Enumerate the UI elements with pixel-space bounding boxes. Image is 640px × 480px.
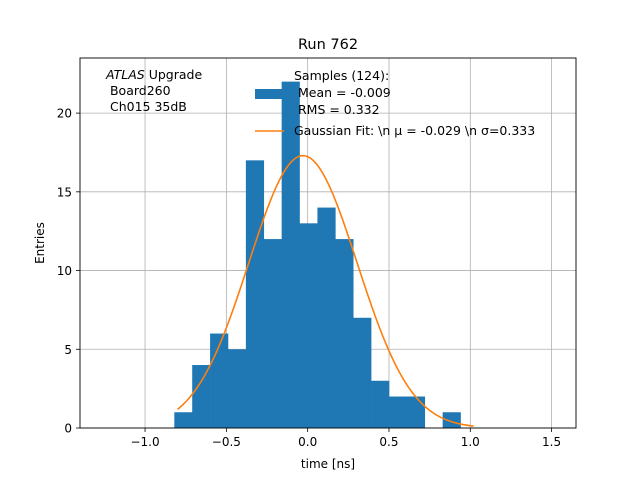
- histogram-bar: [335, 239, 354, 428]
- x-tick-label: −0.5: [212, 435, 241, 449]
- legend-samples-line-3: RMS = 0.332: [294, 102, 380, 117]
- x-tick-label: −1.0: [130, 435, 159, 449]
- legend-samples-line-2: Mean = -0.009: [294, 85, 391, 100]
- x-tick-label: 0.5: [379, 435, 398, 449]
- y-axis-label: Entries: [33, 222, 47, 264]
- histogram-bar: [353, 317, 372, 428]
- histogram-bar: [317, 207, 336, 428]
- legend-samples-line-1: Samples (124):: [294, 68, 389, 83]
- y-tick-label: 10: [57, 264, 72, 278]
- histogram-bar: [174, 412, 193, 428]
- histogram-bar: [442, 412, 461, 428]
- gaussian-fit-line: [177, 154, 474, 427]
- x-tick-label: 0.0: [298, 435, 317, 449]
- chart-title: Run 762: [298, 37, 358, 53]
- histogram-bar: [371, 380, 390, 428]
- x-tick-label: 1.0: [461, 435, 480, 449]
- histogram-bar: [263, 239, 282, 428]
- legend-samples-swatch: [255, 89, 284, 99]
- histogram-bar: [192, 365, 211, 428]
- annotation-line-3: Ch015 35dB: [106, 99, 187, 114]
- atlas-annotation: ATLAS Upgrade Board260 Ch015 35dB: [105, 67, 202, 114]
- x-axis-ticks: −1.0 −0.5 0.0 0.5 1.0 1.5: [130, 428, 561, 449]
- annotation-upgrade: Upgrade: [145, 67, 203, 82]
- legend-fit-label: Gaussian Fit: \n μ = -0.029 \n σ=0.333: [294, 123, 535, 138]
- y-tick-label: 5: [64, 343, 72, 357]
- y-tick-label: 15: [57, 185, 72, 199]
- y-tick-label: 20: [57, 107, 72, 121]
- annotation-line-2: Board260: [106, 83, 171, 98]
- x-tick-label: 1.5: [542, 435, 561, 449]
- histogram-bar: [406, 396, 426, 428]
- annotation-line-1: ATLAS Upgrade: [105, 67, 202, 82]
- y-tick-label: 0: [64, 422, 72, 436]
- histogram-bar: [245, 160, 265, 428]
- legend: Samples (124): Mean = -0.009 RMS = 0.332…: [255, 68, 535, 138]
- histogram-bar: [388, 396, 408, 428]
- x-axis-label: time [ns]: [301, 457, 355, 471]
- plot-frame: [79, 57, 577, 429]
- annotation-atlas-italic: ATLAS: [105, 67, 145, 82]
- histogram-bar: [299, 223, 318, 428]
- histogram-bar: [210, 333, 229, 428]
- y-axis-ticks: 0 5 10 15 20: [57, 107, 80, 436]
- histogram-bar: [227, 349, 247, 428]
